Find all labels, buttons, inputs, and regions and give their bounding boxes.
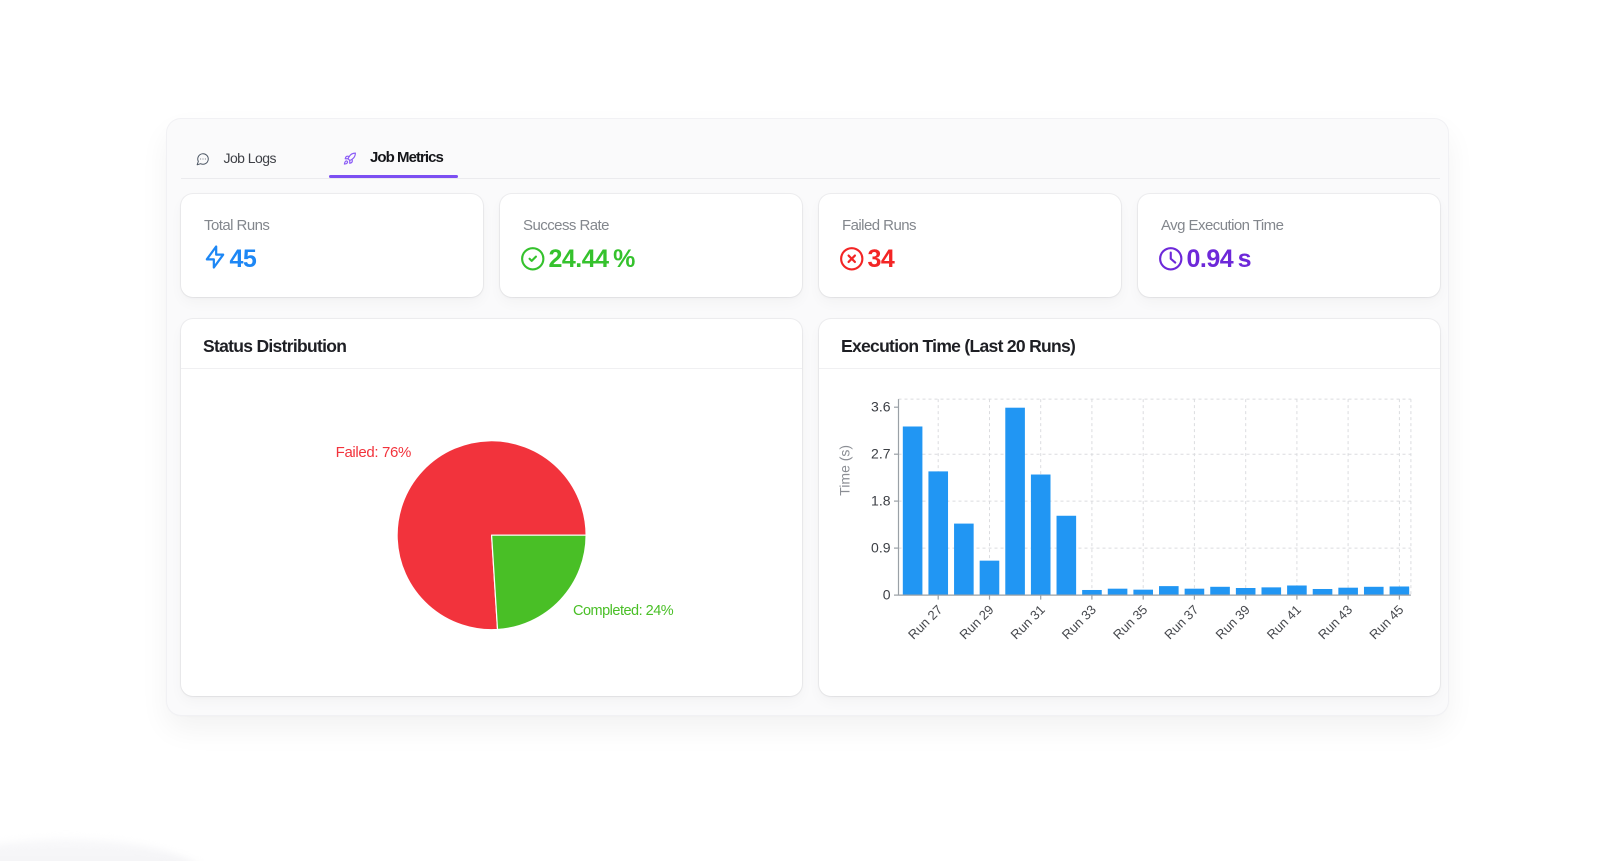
svg-text:1.8: 1.8 (871, 492, 891, 508)
svg-text:Run 37: Run 37 (1161, 602, 1201, 642)
svg-text:Failed: 76%: Failed: 76% (336, 444, 411, 461)
svg-text:Run 27: Run 27 (905, 602, 945, 642)
svg-text:Run 33: Run 33 (1059, 602, 1099, 642)
svg-text:Run 29: Run 29 (956, 602, 996, 642)
svg-text:Run 31: Run 31 (1008, 602, 1048, 642)
svg-text:Run 43: Run 43 (1315, 602, 1355, 642)
svg-text:Run 45: Run 45 (1366, 602, 1406, 642)
svg-text:Completed: 24%: Completed: 24% (573, 603, 674, 619)
svg-text:0: 0 (883, 586, 891, 602)
svg-text:Run 39: Run 39 (1213, 602, 1253, 642)
svg-text:Run 35: Run 35 (1110, 602, 1150, 642)
svg-text:Time (s): Time (s) (837, 444, 853, 495)
svg-text:0.9: 0.9 (871, 539, 891, 555)
svg-text:3.6: 3.6 (871, 398, 891, 414)
svg-text:Run 41: Run 41 (1264, 602, 1304, 642)
svg-text:2.7: 2.7 (871, 445, 891, 461)
